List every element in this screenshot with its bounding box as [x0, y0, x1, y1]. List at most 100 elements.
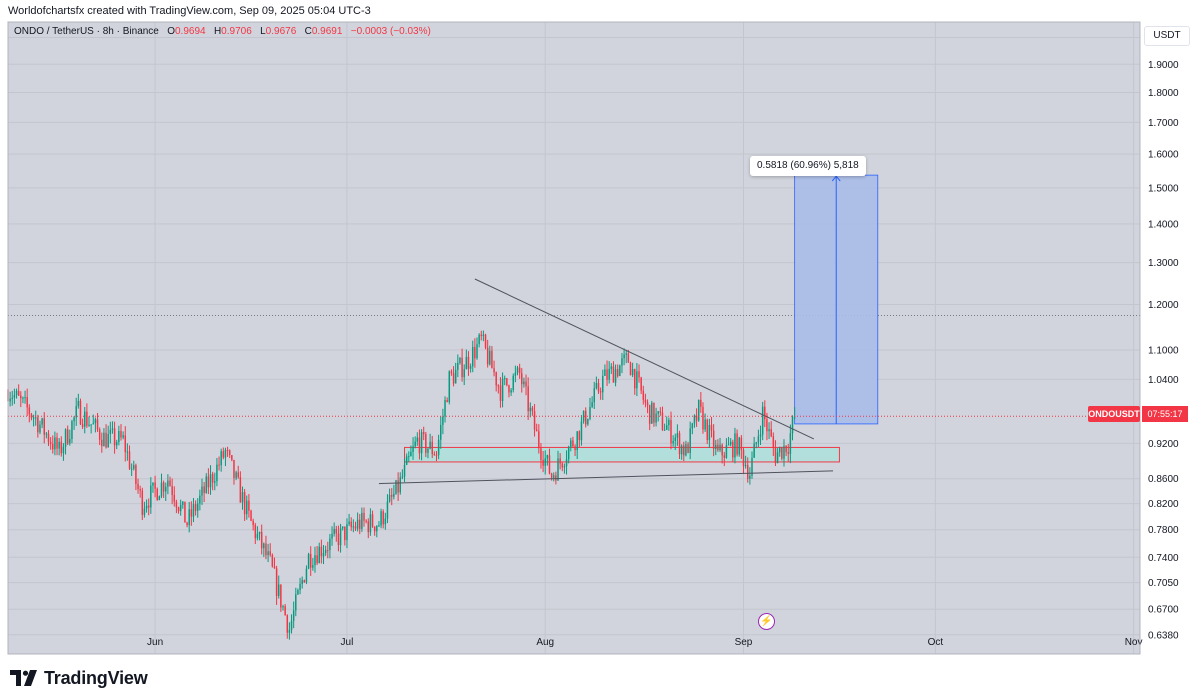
candle-body — [299, 583, 301, 591]
candle-body — [746, 465, 749, 479]
candle-body — [69, 438, 71, 444]
candle-body — [772, 436, 775, 448]
candle — [179, 499, 182, 516]
candle-body — [49, 442, 52, 444]
candle — [403, 458, 406, 483]
candle-body — [363, 512, 365, 521]
candle — [320, 539, 323, 564]
measure-label[interactable]: 0.5818 (60.96%) 5,818 — [750, 156, 866, 176]
candle — [382, 509, 384, 529]
candle — [184, 501, 186, 523]
candle-body — [744, 465, 747, 467]
candle-body — [271, 554, 274, 567]
candle — [723, 451, 726, 467]
candle-body — [535, 429, 538, 432]
currency-button[interactable]: USDT — [1144, 26, 1190, 46]
candle — [365, 519, 367, 524]
candle — [768, 422, 770, 439]
candle-body — [597, 383, 600, 392]
support-zone — [404, 446, 840, 463]
candle-body — [246, 500, 248, 515]
candle — [52, 435, 54, 454]
candle-body — [252, 520, 254, 526]
candle-body — [312, 565, 314, 568]
candle-body — [422, 432, 425, 435]
candle — [246, 495, 248, 520]
symbol-badge: ONDOUSDT — [1088, 406, 1140, 422]
candle-body — [24, 397, 26, 399]
candle-body — [678, 433, 681, 455]
candle-body — [395, 480, 397, 494]
candle-body — [736, 433, 738, 455]
candle — [578, 430, 581, 448]
candle-body — [248, 500, 250, 511]
plot-area[interactable] — [8, 22, 1140, 654]
candle-body — [751, 457, 753, 476]
candle — [265, 535, 267, 560]
candle-body — [28, 407, 31, 415]
tradingview-logo[interactable]: TradingView — [10, 667, 148, 689]
candle-body — [465, 356, 468, 370]
candle — [92, 414, 95, 425]
candle — [367, 518, 370, 539]
candle — [693, 414, 696, 428]
symbol-legend[interactable]: ONDO / TetherUS · 8h · Binance O0.9694 H… — [14, 26, 431, 37]
candle-body — [290, 620, 293, 630]
candle — [47, 430, 50, 447]
candle — [734, 427, 736, 464]
candle — [606, 360, 608, 387]
candle — [145, 499, 148, 513]
candle-body — [54, 437, 56, 450]
candle — [744, 455, 747, 469]
lightning-icon[interactable]: ⚡ — [758, 613, 775, 630]
candle — [584, 407, 587, 428]
candle — [570, 437, 572, 452]
candle-body — [557, 458, 559, 481]
candle — [22, 396, 24, 404]
candle-body — [578, 431, 581, 441]
candle — [418, 429, 421, 460]
candle — [165, 482, 167, 501]
candle — [523, 377, 525, 388]
candle-body — [416, 437, 419, 442]
candle-body — [448, 371, 451, 403]
candle — [742, 447, 745, 475]
candle-body — [160, 482, 163, 497]
candle-body — [147, 505, 150, 508]
price-axis[interactable] — [1140, 22, 1192, 654]
candle-body — [139, 489, 141, 491]
candle — [489, 345, 491, 366]
candle — [557, 450, 559, 481]
candle — [45, 431, 48, 439]
candle-body — [533, 411, 536, 430]
candle-body — [228, 450, 231, 456]
candle — [503, 375, 506, 386]
candle — [412, 437, 414, 460]
candle-body — [518, 367, 521, 374]
candle — [175, 499, 178, 514]
candle-body — [256, 533, 259, 539]
candle-body — [154, 482, 156, 489]
candle — [452, 366, 455, 387]
candle — [39, 420, 41, 435]
candle-body — [544, 458, 546, 466]
candle-body — [107, 434, 109, 448]
candle-body — [764, 406, 766, 420]
candle — [371, 510, 374, 528]
candle-body — [582, 410, 585, 422]
candle-body — [52, 443, 54, 450]
candle — [143, 501, 146, 518]
candle-body — [145, 505, 148, 509]
candle-body — [471, 346, 474, 367]
candle-body — [135, 465, 137, 484]
candle-body — [15, 390, 18, 396]
candle — [11, 390, 14, 406]
candle — [491, 346, 493, 369]
candle-body — [156, 488, 158, 501]
candle-body — [30, 414, 33, 418]
candle — [9, 391, 11, 407]
candle — [636, 363, 638, 397]
candle-body — [324, 549, 327, 554]
y-tick-label: 1.5000 — [1148, 183, 1179, 194]
candle-body — [22, 397, 24, 399]
